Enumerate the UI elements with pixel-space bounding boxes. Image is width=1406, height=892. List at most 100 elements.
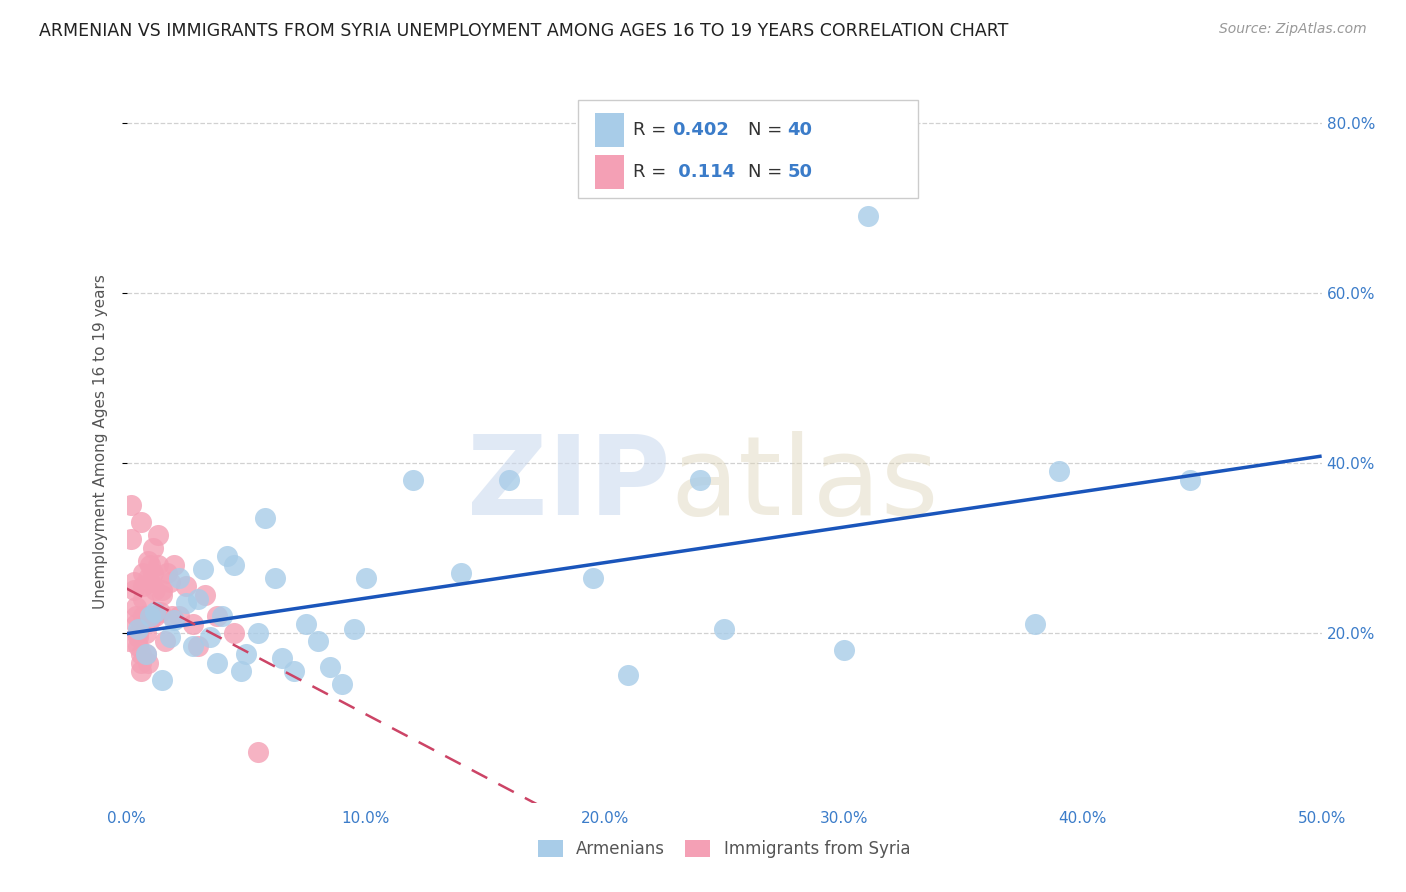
Point xyxy=(163,558,186,572)
Point xyxy=(163,613,186,627)
Point xyxy=(150,588,174,602)
Point xyxy=(118,634,141,648)
Point xyxy=(135,613,157,627)
Point xyxy=(120,533,142,547)
Point xyxy=(582,570,605,584)
Point xyxy=(832,642,855,657)
Text: atlas: atlas xyxy=(671,432,939,539)
Point xyxy=(167,570,190,584)
Point xyxy=(713,622,735,636)
Point xyxy=(247,625,270,640)
Point xyxy=(139,574,162,589)
Text: 40: 40 xyxy=(787,121,813,139)
Point xyxy=(139,613,162,627)
Point xyxy=(307,634,329,648)
Point xyxy=(167,608,190,623)
Point xyxy=(211,608,233,623)
Point xyxy=(149,605,172,619)
Point xyxy=(1024,617,1046,632)
Point xyxy=(450,566,472,581)
Point xyxy=(191,562,214,576)
Point xyxy=(139,558,162,572)
Point xyxy=(343,622,366,636)
Point xyxy=(143,583,166,598)
Point xyxy=(270,651,294,665)
Point xyxy=(127,630,149,644)
Point xyxy=(136,553,159,567)
Text: R =: R = xyxy=(633,163,672,181)
Point xyxy=(222,625,246,640)
Point xyxy=(122,574,145,589)
Point xyxy=(146,528,169,542)
Point xyxy=(129,664,152,678)
Text: N =: N = xyxy=(748,163,787,181)
Point xyxy=(330,677,353,691)
Text: R =: R = xyxy=(633,121,672,139)
Point xyxy=(1178,473,1201,487)
Point xyxy=(153,634,176,648)
Text: ARMENIAN VS IMMIGRANTS FROM SYRIA UNEMPLOYMENT AMONG AGES 16 TO 19 YEARS CORRELA: ARMENIAN VS IMMIGRANTS FROM SYRIA UNEMPL… xyxy=(39,22,1008,40)
Point xyxy=(120,498,142,512)
Text: 50: 50 xyxy=(787,163,813,181)
Point xyxy=(194,588,217,602)
Point xyxy=(294,617,316,632)
Point xyxy=(283,664,305,678)
Point xyxy=(187,591,209,606)
Point xyxy=(235,647,257,661)
Point xyxy=(207,608,229,623)
Point xyxy=(254,511,277,525)
Point xyxy=(183,617,205,632)
Point xyxy=(856,209,879,223)
Legend: Armenians, Immigrants from Syria: Armenians, Immigrants from Syria xyxy=(533,835,915,863)
Point xyxy=(135,625,157,640)
Point xyxy=(139,608,162,623)
Point xyxy=(689,473,711,487)
Point xyxy=(1047,464,1070,478)
Text: ZIP: ZIP xyxy=(467,432,671,539)
Point xyxy=(156,566,179,581)
Text: 0.402: 0.402 xyxy=(672,121,728,139)
Point xyxy=(402,473,425,487)
Point xyxy=(127,622,149,636)
Point xyxy=(132,591,155,606)
Point xyxy=(263,570,285,584)
Point xyxy=(135,647,157,661)
Point xyxy=(135,647,157,661)
Point xyxy=(132,566,155,581)
Point xyxy=(146,558,169,572)
Point xyxy=(122,583,145,598)
Point xyxy=(127,625,149,640)
Point xyxy=(143,605,166,619)
Point xyxy=(125,600,148,615)
Point xyxy=(617,668,640,682)
Point xyxy=(132,579,155,593)
Point xyxy=(318,660,342,674)
Point xyxy=(142,541,165,555)
Point xyxy=(183,639,205,653)
Text: Source: ZipAtlas.com: Source: ZipAtlas.com xyxy=(1219,22,1367,37)
Point xyxy=(174,596,197,610)
Point xyxy=(354,570,377,584)
Point xyxy=(125,617,148,632)
Text: N =: N = xyxy=(748,121,787,139)
Point xyxy=(247,745,270,759)
Point xyxy=(159,630,181,644)
Point xyxy=(132,608,155,623)
Point xyxy=(125,608,148,623)
Point xyxy=(129,647,152,661)
Point xyxy=(160,608,183,623)
Point xyxy=(222,558,246,572)
Point xyxy=(129,516,152,530)
Point xyxy=(143,608,166,623)
Point xyxy=(200,630,222,644)
Point xyxy=(127,639,149,653)
Point xyxy=(215,549,238,564)
Y-axis label: Unemployment Among Ages 16 to 19 years: Unemployment Among Ages 16 to 19 years xyxy=(93,274,108,609)
Point xyxy=(150,673,174,687)
Point xyxy=(142,566,165,581)
Point xyxy=(136,656,159,670)
Point xyxy=(136,570,159,584)
Point xyxy=(159,574,181,589)
Text: 0.114: 0.114 xyxy=(672,163,735,181)
Point xyxy=(129,656,152,670)
